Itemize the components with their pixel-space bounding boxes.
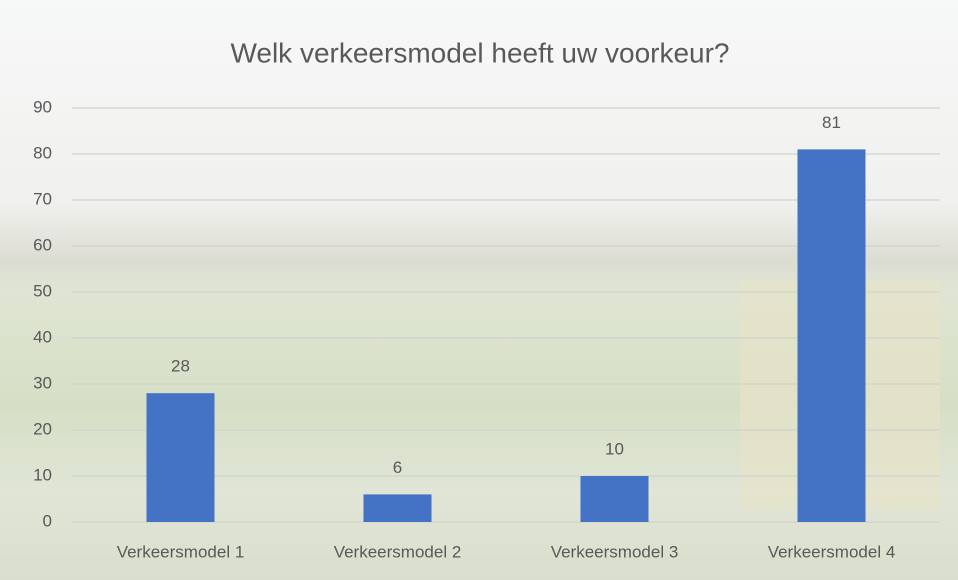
data-label: 10 <box>605 439 624 458</box>
data-label: 81 <box>822 113 841 132</box>
x-tick-label: Verkeersmodel 3 <box>551 542 679 561</box>
y-tick-label: 0 <box>43 511 52 530</box>
y-tick-label: 10 <box>33 465 52 484</box>
x-tick-label: Verkeersmodel 4 <box>768 542 896 561</box>
bar <box>798 149 866 522</box>
bar <box>364 494 432 522</box>
bar <box>147 393 215 522</box>
chart: Welk verkeersmodel heeft uw voorkeur? 0 1… <box>0 0 958 580</box>
y-tick-label: 80 <box>33 143 52 162</box>
x-tick-label: Verkeersmodel 1 <box>117 542 245 561</box>
y-tick-label: 70 <box>33 189 52 208</box>
bar <box>581 476 649 522</box>
y-tick-label: 60 <box>33 235 52 254</box>
x-tick-label: Verkeersmodel 2 <box>334 542 462 561</box>
y-tick-label: 20 <box>33 419 52 438</box>
y-tick-label: 30 <box>33 373 52 392</box>
data-label: 28 <box>171 357 190 376</box>
chart-title: Welk verkeersmodel heeft uw voorkeur? <box>230 37 729 68</box>
y-tick-label: 90 <box>33 97 52 116</box>
y-tick-label: 40 <box>33 327 52 346</box>
data-label: 6 <box>393 458 402 477</box>
y-tick-label: 50 <box>33 281 52 300</box>
